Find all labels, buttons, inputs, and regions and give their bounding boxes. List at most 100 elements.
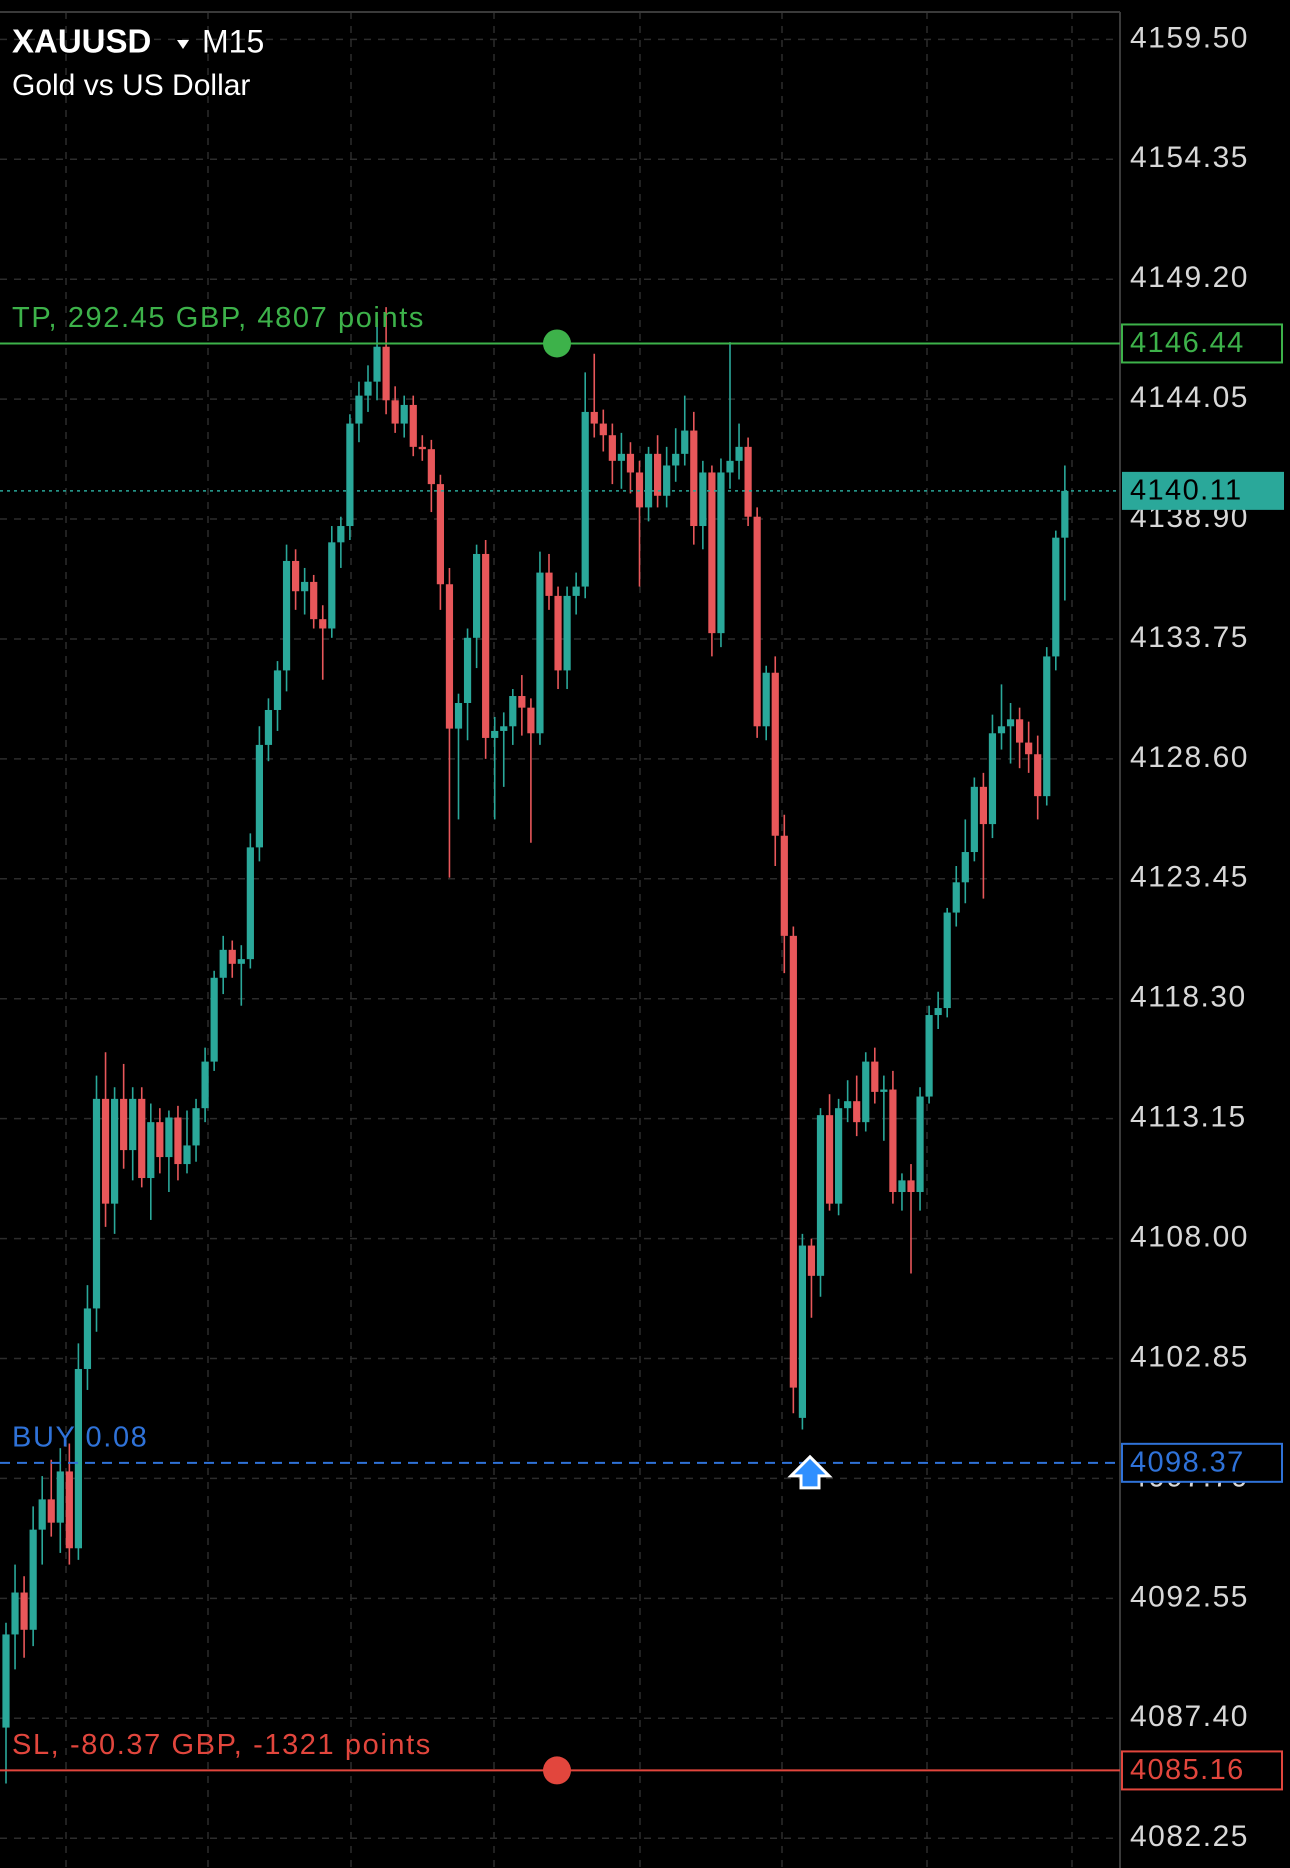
candle-body: [527, 707, 535, 734]
candle-body: [735, 446, 743, 461]
candle-body: [916, 1096, 924, 1193]
candle-body: [337, 526, 345, 543]
candle-body: [862, 1061, 870, 1123]
candle-body: [38, 1499, 46, 1530]
candle-body: [364, 381, 372, 396]
candle-body: [56, 1471, 64, 1523]
candle-body: [454, 703, 463, 729]
candle-body: [328, 542, 336, 629]
candle-body: [1052, 537, 1060, 657]
candle-body: [961, 852, 969, 883]
candle-body: [292, 560, 300, 592]
candle-body: [138, 1098, 146, 1179]
symbol[interactable]: XAUUSD: [12, 23, 151, 60]
candle-body: [47, 1499, 55, 1523]
levels-layer: 4140.11 TP, 292.45 GBP, 4807 points 4146.4…: [0, 302, 1284, 1791]
order-level-label: BUY 0.08: [12, 1421, 148, 1453]
y-tick-label: 4128.60: [1130, 741, 1249, 774]
y-tick-label: 4092.55: [1130, 1580, 1249, 1613]
candle-body: [690, 430, 698, 527]
header: XAUUSD M15 Gold vs US Dollar: [12, 23, 264, 102]
candle-body: [599, 423, 607, 436]
candle-body: [590, 411, 598, 424]
candle-body: [853, 1101, 861, 1123]
candle-body: [482, 553, 490, 738]
candle-body: [717, 472, 725, 634]
candle-body: [228, 949, 236, 964]
candle-body: [663, 465, 671, 496]
buy-arrow-icon: [787, 1454, 833, 1490]
candle-body: [282, 560, 291, 671]
candle-body: [672, 453, 680, 466]
candle-body: [111, 1098, 119, 1204]
candle-body: [654, 453, 662, 496]
candle-body: [246, 847, 254, 960]
candle-body: [74, 1368, 82, 1549]
candle-body: [129, 1098, 137, 1151]
candle-body: [934, 1008, 942, 1016]
candle-body: [536, 572, 544, 734]
candle-body: [907, 1180, 915, 1193]
candle-body: [120, 1098, 128, 1151]
last-price-box: [1122, 471, 1284, 510]
candle-body: [545, 572, 553, 596]
candle-body: [762, 672, 770, 727]
candle-body: [979, 786, 987, 825]
candle-body: [346, 423, 354, 527]
order-price-label: 4146.44: [1130, 327, 1245, 359]
candle-body: [753, 516, 761, 727]
candle-body: [952, 882, 960, 913]
candle-body: [273, 670, 282, 710]
candle-body: [780, 835, 788, 936]
order-level-handle[interactable]: [543, 1756, 571, 1785]
candle-body: [744, 446, 752, 517]
candle-body: [192, 1108, 200, 1146]
candle-body: [789, 935, 797, 1388]
symbol-dropdown-icon[interactable]: [177, 40, 189, 49]
candle-body: [409, 404, 417, 447]
candle-body: [635, 472, 644, 508]
candle-body: [943, 912, 951, 1009]
candle-body: [844, 1101, 852, 1109]
candle-body: [563, 595, 571, 671]
candle-body: [880, 1089, 888, 1092]
candle-body: [608, 435, 616, 461]
candle-body: [29, 1529, 37, 1630]
candle-body: [898, 1180, 906, 1193]
y-tick-label: 4113.15: [1130, 1101, 1247, 1134]
candle-body: [997, 726, 1006, 734]
candle-body: [310, 581, 318, 620]
candle-body: [219, 949, 227, 978]
candle-body: [500, 726, 508, 731]
y-tick-label: 4123.45: [1130, 861, 1249, 894]
candle-body: [147, 1122, 155, 1179]
candle-body: [11, 1592, 19, 1635]
candle-body: [572, 586, 580, 596]
order-level-handle[interactable]: [543, 329, 571, 358]
candle-body: [355, 395, 363, 424]
candle-body: [445, 584, 454, 729]
candle-body: [835, 1108, 843, 1204]
candle-body: [644, 453, 653, 508]
candle-body: [65, 1471, 73, 1549]
y-tick-label: 4118.30: [1130, 981, 1247, 1014]
candle-body: [174, 1117, 182, 1165]
candle-body: [427, 449, 435, 485]
candle-body: [391, 400, 399, 424]
order-price-box: [1121, 1442, 1283, 1483]
candle-body: [83, 1308, 92, 1369]
candle-body: [20, 1592, 28, 1630]
timeframe[interactable]: M15: [202, 23, 264, 59]
candle-body: [1061, 490, 1069, 538]
candle-body: [807, 1245, 816, 1276]
y-tick-label: 4154.35: [1130, 141, 1249, 174]
candle-body: [1043, 656, 1051, 797]
candles-layer: [2, 307, 1069, 1784]
candle-body: [255, 744, 263, 848]
candle-body: [626, 453, 635, 473]
candle-body: [726, 460, 734, 473]
candle-body: [301, 581, 309, 592]
candle-body: [970, 786, 978, 853]
